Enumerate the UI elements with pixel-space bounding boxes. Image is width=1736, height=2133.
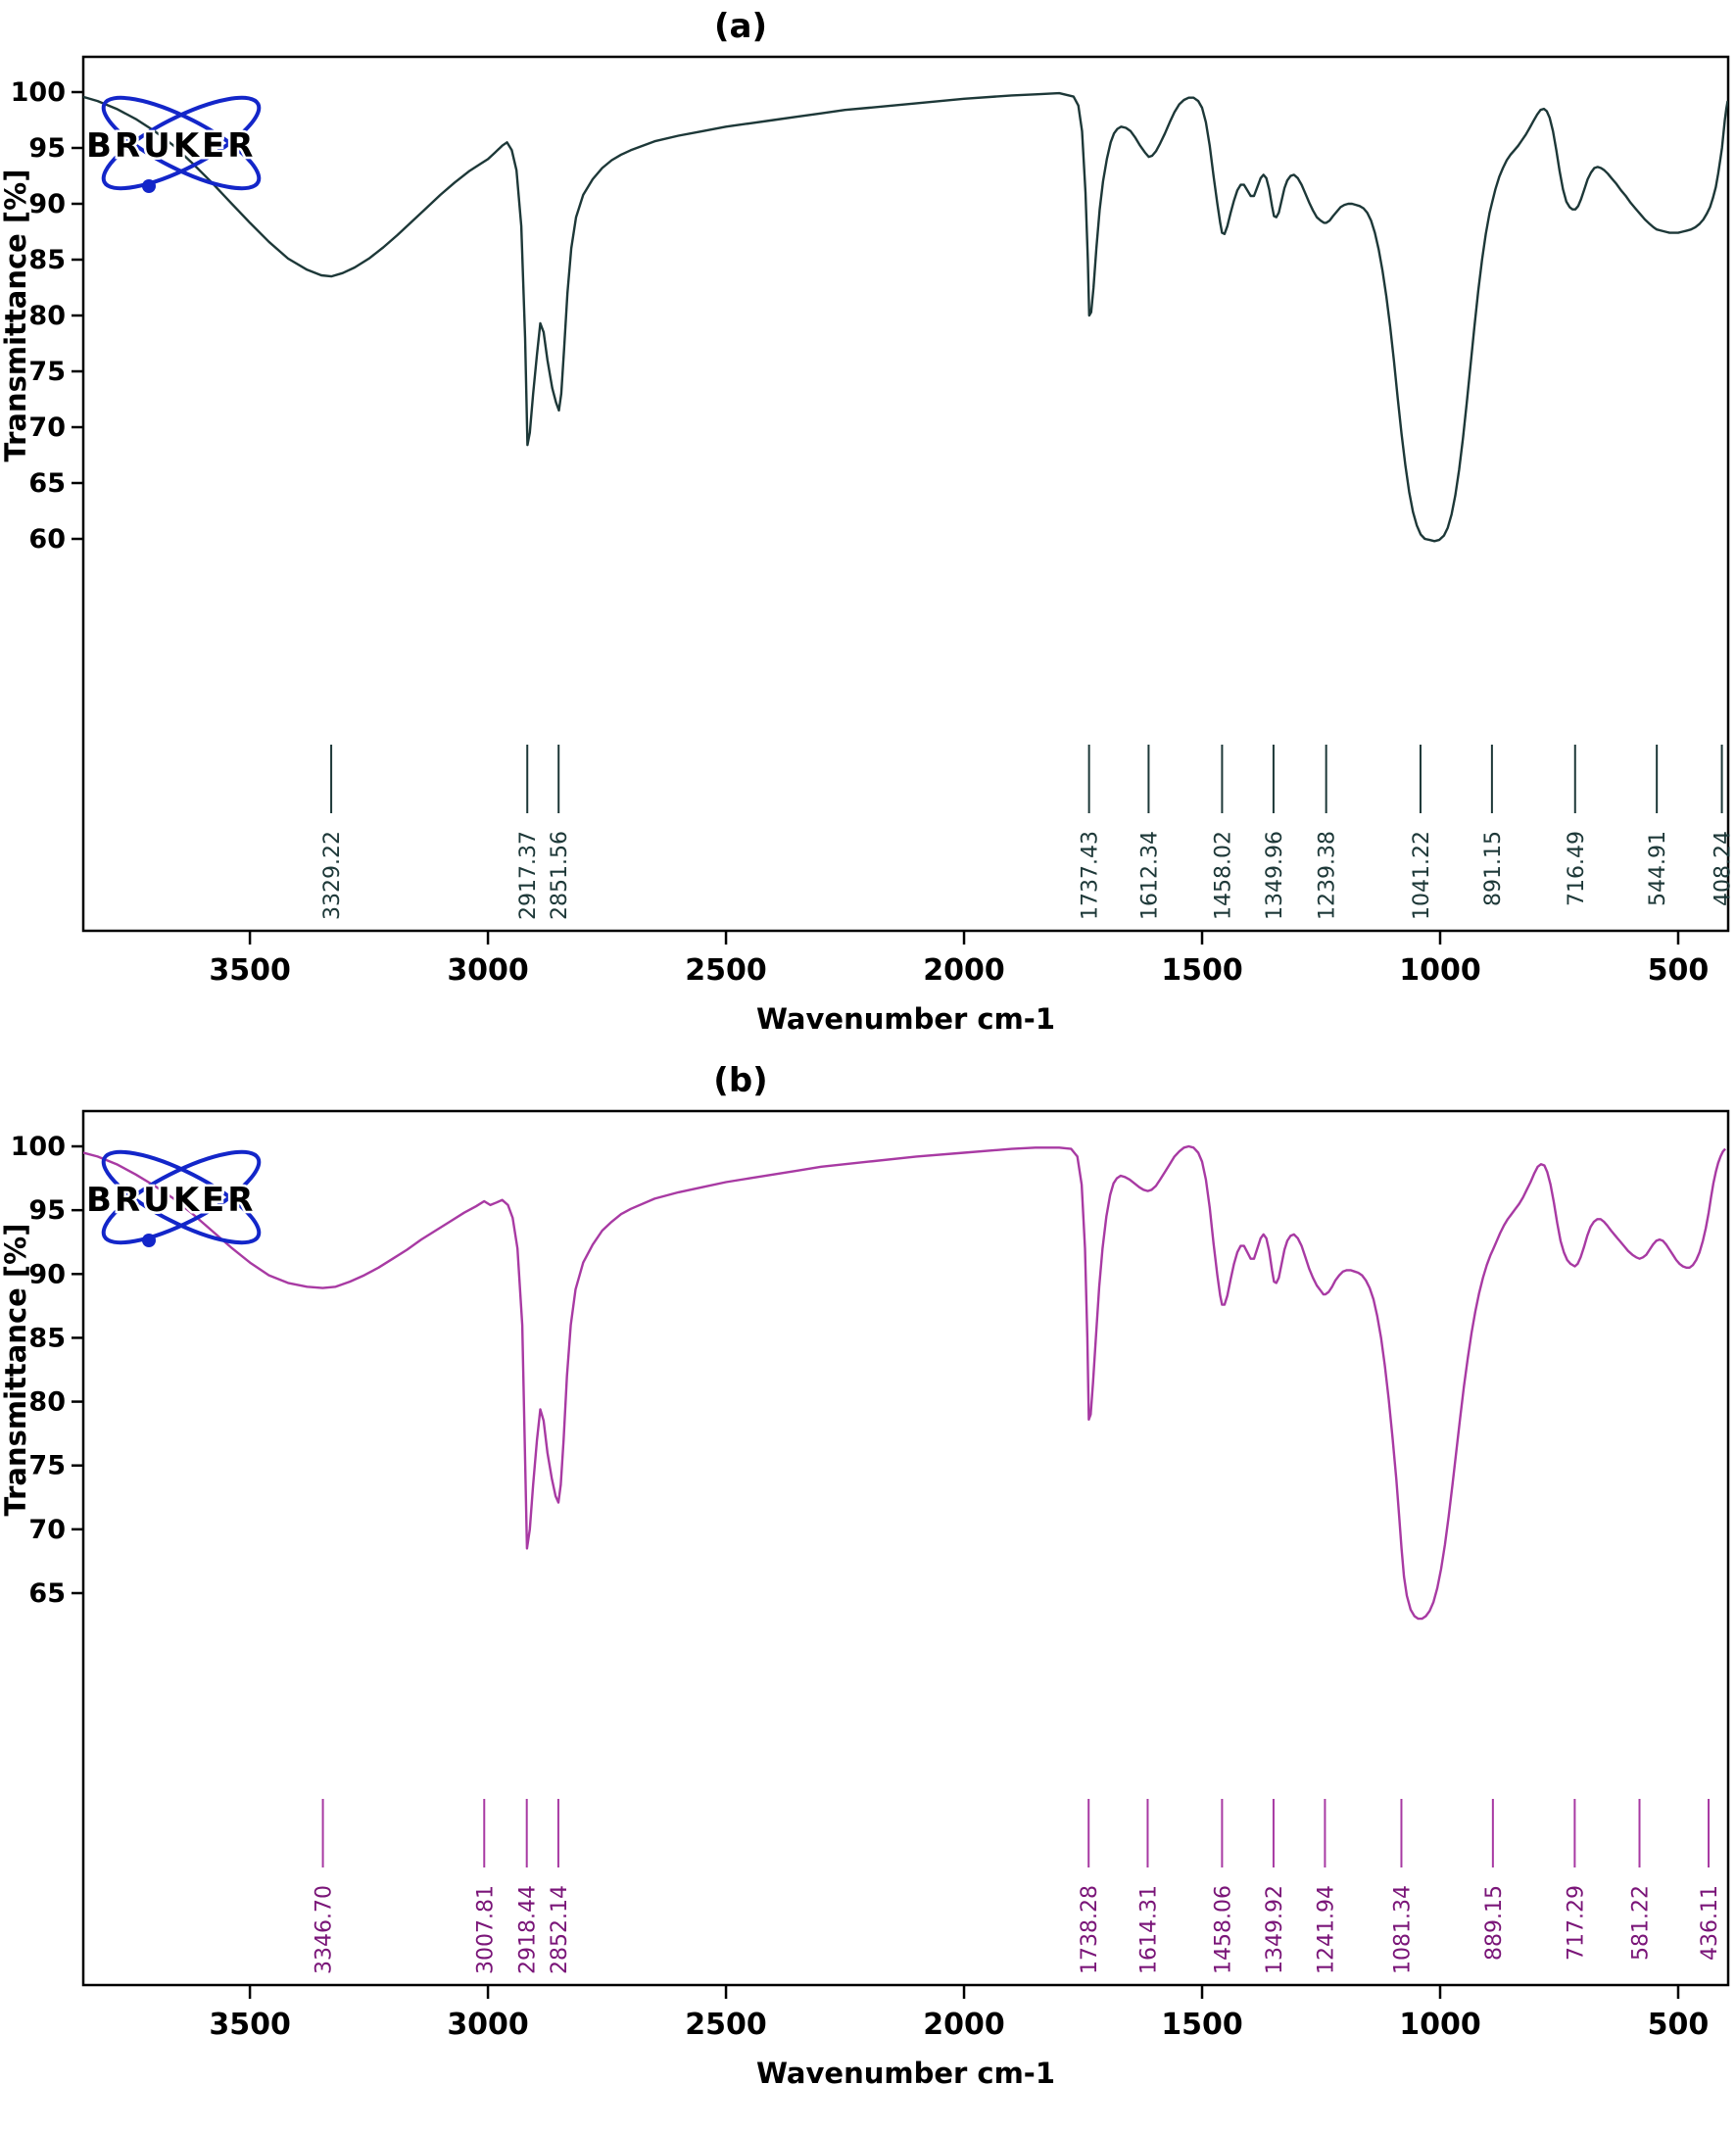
y-axis-label: Transmittance [%] xyxy=(0,1224,32,1517)
peak-label: 1612.34 xyxy=(1137,831,1162,920)
y-tick-label: 75 xyxy=(28,1451,66,1481)
x-tick-label: 500 xyxy=(1648,2008,1710,2042)
plot-frame xyxy=(81,1109,1730,1987)
peak-label: 408.24 xyxy=(1712,831,1736,906)
peak-label: 2917.37 xyxy=(516,831,541,920)
peak-label: 717.29 xyxy=(1564,1885,1588,1961)
x-tick-label: 2500 xyxy=(685,2008,767,2042)
x-axis-label: Wavenumber cm-1 xyxy=(756,1002,1055,1036)
peak-label: 581.22 xyxy=(1629,1885,1654,1961)
x-tick-label: 3500 xyxy=(209,953,291,988)
y-tick-label: 95 xyxy=(28,133,66,164)
peak-label: 1239.38 xyxy=(1316,831,1340,920)
peak-label: 3346.70 xyxy=(313,1885,337,1974)
y-tick-label: 100 xyxy=(11,1132,66,1162)
peak-label: 2851.56 xyxy=(548,831,572,920)
peak-label: 1614.31 xyxy=(1136,1885,1161,1974)
x-tick-label: 1500 xyxy=(1161,953,1243,988)
y-tick-label: 65 xyxy=(28,1578,66,1609)
logo-wordmark: BRUKER xyxy=(86,126,256,166)
panel-title-a: (a) xyxy=(713,7,768,46)
bruker-logo: BRUKER xyxy=(84,95,262,193)
logo-dot xyxy=(142,1234,156,1247)
spectrum-curve xyxy=(83,91,1728,543)
peak-label: 3007.81 xyxy=(473,1885,498,1974)
peak-label: 1349.96 xyxy=(1263,831,1287,920)
y-tick-label: 75 xyxy=(28,357,66,387)
plot-frame xyxy=(81,55,1730,933)
y-tick-label: 80 xyxy=(28,301,66,331)
peak-label: 1041.22 xyxy=(1410,831,1434,920)
x-tick-label: 500 xyxy=(1648,953,1710,988)
y-tick-label: 60 xyxy=(28,524,66,555)
peak-label: 544.91 xyxy=(1646,831,1670,906)
peak-label: 889.15 xyxy=(1482,1885,1507,1961)
x-tick-label: 2500 xyxy=(685,953,767,988)
peak-label: 891.15 xyxy=(1481,831,1506,906)
logo-ellipse xyxy=(101,1149,262,1245)
peak-label: 716.49 xyxy=(1565,831,1589,906)
logo-ellipse xyxy=(101,95,262,191)
y-tick-label: 80 xyxy=(28,1387,66,1418)
spectrum-figure-b: (b) 100 95 90 85 80 75 70 65 3500 3000 2500 2000 150… xyxy=(0,1058,1736,2112)
peak-label: 1241.94 xyxy=(1314,1885,1338,1974)
panel-title-b: (b) xyxy=(713,1061,768,1100)
x-tick-label: 1000 xyxy=(1399,2008,1481,2042)
ftir-spectrum-chart-a: 100 95 90 85 80 75 70 65 60 3500 3000 2500 2000 1500 1… xyxy=(0,55,1736,1036)
peak-label: 1458.02 xyxy=(1211,831,1235,920)
x-tick-label: 3000 xyxy=(447,953,529,988)
y-tick-label: 70 xyxy=(28,412,66,443)
y-tick-label: 65 xyxy=(28,468,66,499)
peak-label: 436.11 xyxy=(1698,1885,1722,1961)
y-axis-label: Transmittance [%] xyxy=(0,170,32,462)
logo-ellipse xyxy=(101,1149,262,1245)
peak-label: 3329.22 xyxy=(320,831,345,920)
y-tick-label: 90 xyxy=(28,189,66,219)
peak-label: 2918.44 xyxy=(516,1885,541,1974)
x-tick-label: 3500 xyxy=(209,2008,291,2042)
logo-ellipse xyxy=(101,95,262,191)
spectrum-figure-a: (a) 100 95 90 85 80 75 70 65 60 3500 3000 2500 2000 1… xyxy=(0,4,1736,1058)
y-tick-label: 85 xyxy=(28,245,66,275)
y-tick-label: 95 xyxy=(28,1195,66,1226)
bruker-logo: BRUKER xyxy=(84,1149,262,1247)
peak-label: 1349.92 xyxy=(1263,1885,1287,1974)
peak-label: 2852.14 xyxy=(548,1885,572,1974)
spectrum-curve xyxy=(83,1144,1726,1621)
peak-label: 1737.43 xyxy=(1079,831,1103,920)
logo-wordmark: BRUKER xyxy=(86,1181,256,1220)
y-tick-label: 100 xyxy=(11,77,66,108)
x-axis-label: Wavenumber cm-1 xyxy=(756,2057,1055,2090)
x-tick-label: 1500 xyxy=(1161,2008,1243,2042)
y-tick-label: 85 xyxy=(28,1323,66,1353)
peak-label: 1738.28 xyxy=(1078,1885,1102,1974)
x-tick-label: 3000 xyxy=(447,2008,529,2042)
y-tick-label: 70 xyxy=(28,1515,66,1545)
y-tick-label: 90 xyxy=(28,1259,66,1289)
peak-label: 1081.34 xyxy=(1390,1885,1415,1974)
logo-dot xyxy=(142,179,156,193)
x-tick-label: 2000 xyxy=(923,2008,1005,2042)
x-tick-label: 1000 xyxy=(1399,953,1481,988)
x-tick-label: 2000 xyxy=(923,953,1005,988)
ftir-spectrum-chart-b: 100 95 90 85 80 75 70 65 3500 3000 2500 2000 1500 100… xyxy=(0,1109,1730,2090)
peak-label: 1458.06 xyxy=(1211,1885,1235,1974)
